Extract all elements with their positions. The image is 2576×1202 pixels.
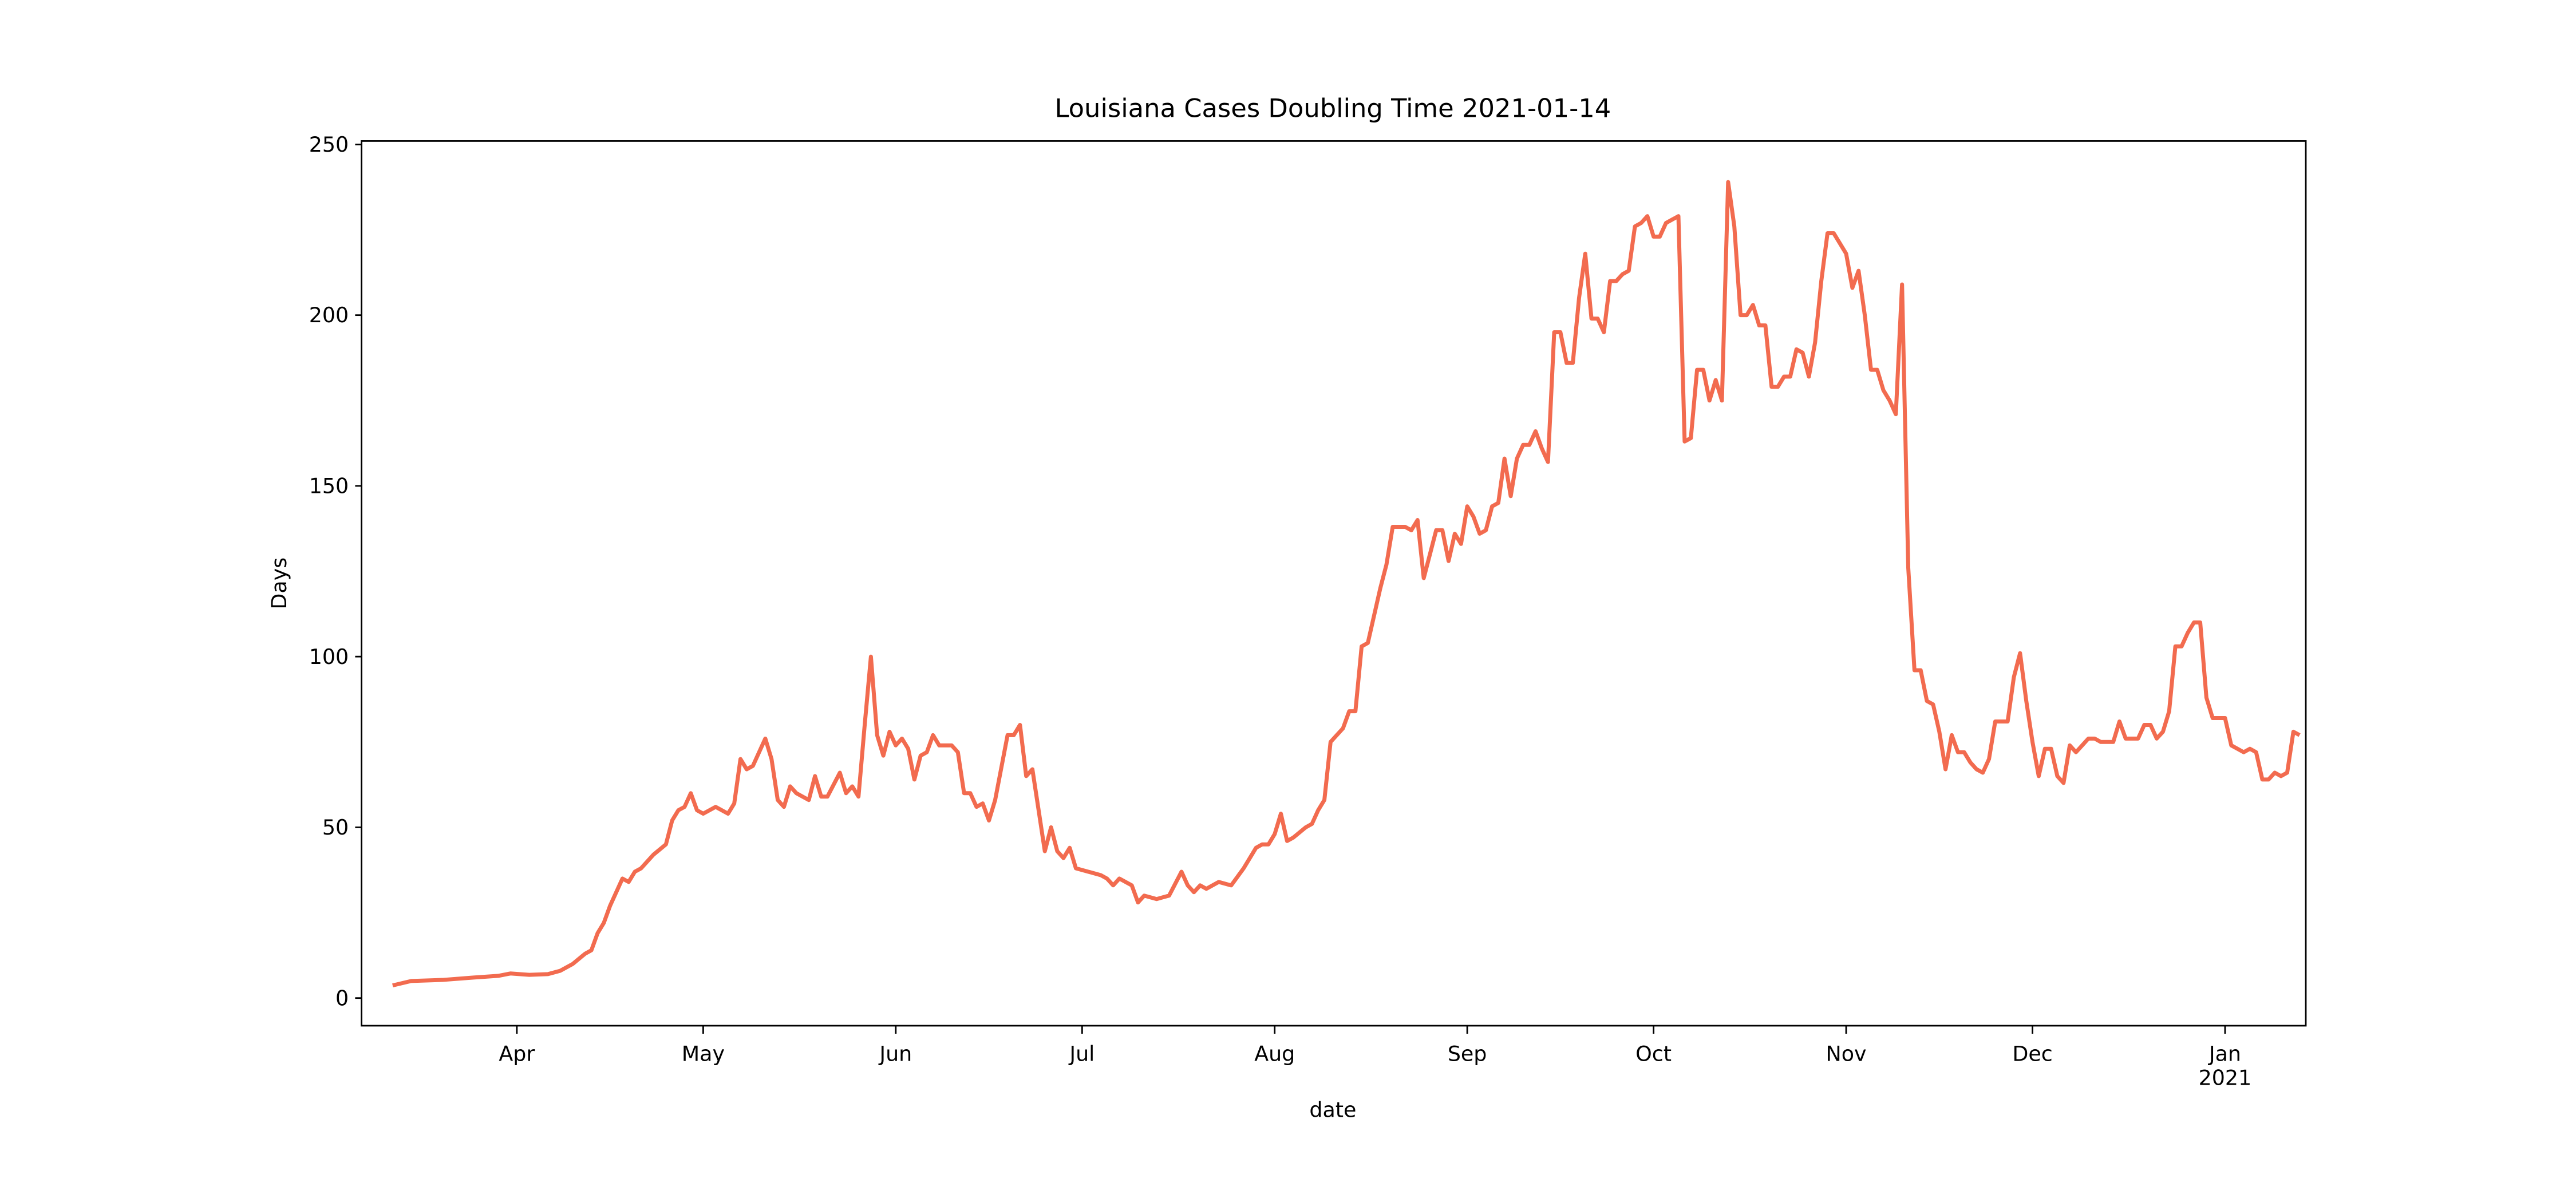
y-tick-label: 100: [309, 645, 349, 669]
x-tick-label: Jul: [1068, 1042, 1095, 1066]
x-tick-label: Apr: [499, 1042, 535, 1066]
x-tick-label: Dec: [2012, 1042, 2052, 1066]
x-tick-label: Oct: [1635, 1042, 1672, 1066]
data-line: [392, 180, 2301, 988]
x-tick-label: Jun: [878, 1042, 912, 1066]
y-tick-label: 50: [322, 815, 349, 840]
y-tick-label: 250: [309, 132, 349, 157]
x-tick-label: Nov: [1826, 1042, 1867, 1066]
y-tick-label: 0: [335, 986, 349, 1010]
plot-frame: [361, 140, 2307, 1027]
x-tick-label: May: [682, 1042, 725, 1066]
x-axis-label: date: [1309, 1098, 1356, 1122]
y-tick-label: 200: [309, 303, 349, 327]
y-axis-label: Days: [267, 557, 291, 610]
x-tick-label: Aug: [1254, 1042, 1295, 1066]
chart-title: Louisiana Cases Doubling Time 2021-01-14: [1054, 93, 1611, 123]
y-tick-label: 150: [309, 473, 349, 498]
x-tick-label: Jan 2021: [2199, 1042, 2252, 1090]
x-tick-label: Sep: [1448, 1042, 1487, 1066]
